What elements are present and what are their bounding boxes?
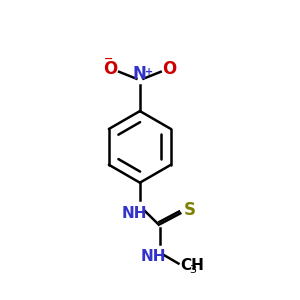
Text: +: + [145,67,153,77]
Text: O: O [163,61,177,79]
Text: CH: CH [180,258,204,273]
Text: O: O [103,61,117,79]
Text: 3: 3 [190,265,196,275]
Text: −: − [103,54,113,64]
Text: NH: NH [122,206,147,221]
Text: S: S [183,201,195,219]
Text: N: N [133,65,147,83]
Text: NH: NH [141,249,167,264]
